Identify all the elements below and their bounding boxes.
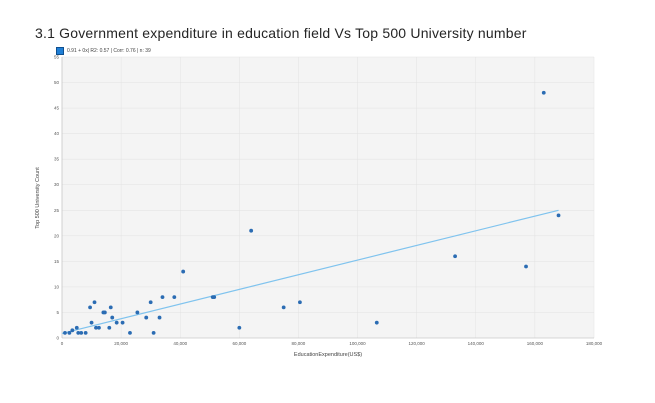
x-tick-label: 40,000 — [173, 341, 187, 346]
y-tick-label: 15 — [54, 259, 60, 264]
y-tick-label: 45 — [54, 106, 60, 111]
x-tick-label: 80,000 — [292, 341, 306, 346]
data-point — [83, 330, 88, 335]
data-point — [160, 295, 165, 300]
x-tick-label: 160,000 — [527, 341, 544, 346]
data-point — [172, 295, 177, 300]
data-point — [524, 264, 528, 269]
data-point — [541, 90, 546, 95]
x-tick-label: 20,000 — [114, 341, 128, 346]
x-tick-label: 100,000 — [349, 341, 366, 346]
data-point — [135, 310, 140, 315]
data-point — [453, 254, 457, 259]
data-point — [120, 320, 125, 325]
data-point — [110, 315, 115, 320]
y-tick-label: 35 — [54, 157, 60, 162]
legend-swatch — [56, 47, 64, 55]
data-point — [374, 320, 379, 325]
x-tick-label: 120,000 — [409, 341, 426, 346]
data-point — [97, 325, 101, 330]
data-point — [298, 300, 302, 305]
y-tick-label: 40 — [54, 131, 60, 136]
data-points — [63, 90, 561, 335]
data-point — [79, 330, 84, 335]
x-tick-label: 0 — [61, 341, 64, 346]
plot-area — [62, 57, 594, 338]
trend-line — [61, 209, 559, 334]
data-point — [102, 310, 107, 315]
chart-title: 3.1 Government expenditure in education … — [35, 25, 527, 41]
data-point — [157, 315, 162, 320]
data-point — [76, 330, 81, 335]
data-point — [212, 295, 217, 300]
data-point — [92, 300, 97, 305]
data-point — [144, 315, 149, 320]
data-point — [88, 305, 92, 310]
y-tick-label: 50 — [54, 80, 60, 85]
y-tick-label: 5 — [56, 310, 59, 315]
data-point — [63, 330, 67, 335]
data-point — [94, 325, 98, 330]
data-point — [148, 300, 153, 305]
y-tick-label: 25 — [54, 208, 60, 213]
x-tick-label: 180,000 — [586, 341, 603, 346]
data-point — [249, 228, 254, 233]
data-point — [556, 213, 561, 218]
data-point — [70, 328, 75, 333]
data-point — [108, 305, 113, 310]
y-axis-label: Top 500 University Count — [35, 167, 41, 229]
data-point — [74, 325, 79, 330]
y-tick-label: 30 — [54, 182, 60, 187]
data-point — [151, 330, 156, 335]
data-point — [89, 320, 94, 325]
data-point — [128, 330, 132, 335]
y-tick-label: 10 — [54, 284, 60, 289]
data-point — [107, 325, 112, 330]
y-tick-label: 20 — [54, 233, 60, 238]
data-point — [281, 305, 286, 310]
data-point — [67, 330, 72, 335]
x-tick-label: 60,000 — [232, 341, 246, 346]
x-axis-ticks: 0 20,000 40,000 60,000 80,000 100,000 120,000 1… — [61, 341, 603, 346]
x-tick-label: 140,000 — [468, 341, 485, 346]
data-point — [181, 269, 186, 274]
data-point — [114, 320, 119, 325]
y-tick-label: 0 — [56, 336, 59, 341]
data-point — [237, 325, 242, 330]
x-axis-label: EducationExpenditure(US$) — [294, 352, 362, 358]
legend-label: 0.91 + 0x| R2: 0.57 | Corr: 0.76 | n: 39 — [67, 48, 151, 54]
chart-legend: 0.91 + 0x| R2: 0.57 | Corr: 0.76 | n: 39 — [56, 46, 151, 56]
grid — [61, 56, 595, 339]
y-axis-ticks: 0 5 10 15 20 25 30 35 40 45 50 55 — [54, 55, 60, 341]
y-tick-label: 55 — [54, 55, 60, 60]
